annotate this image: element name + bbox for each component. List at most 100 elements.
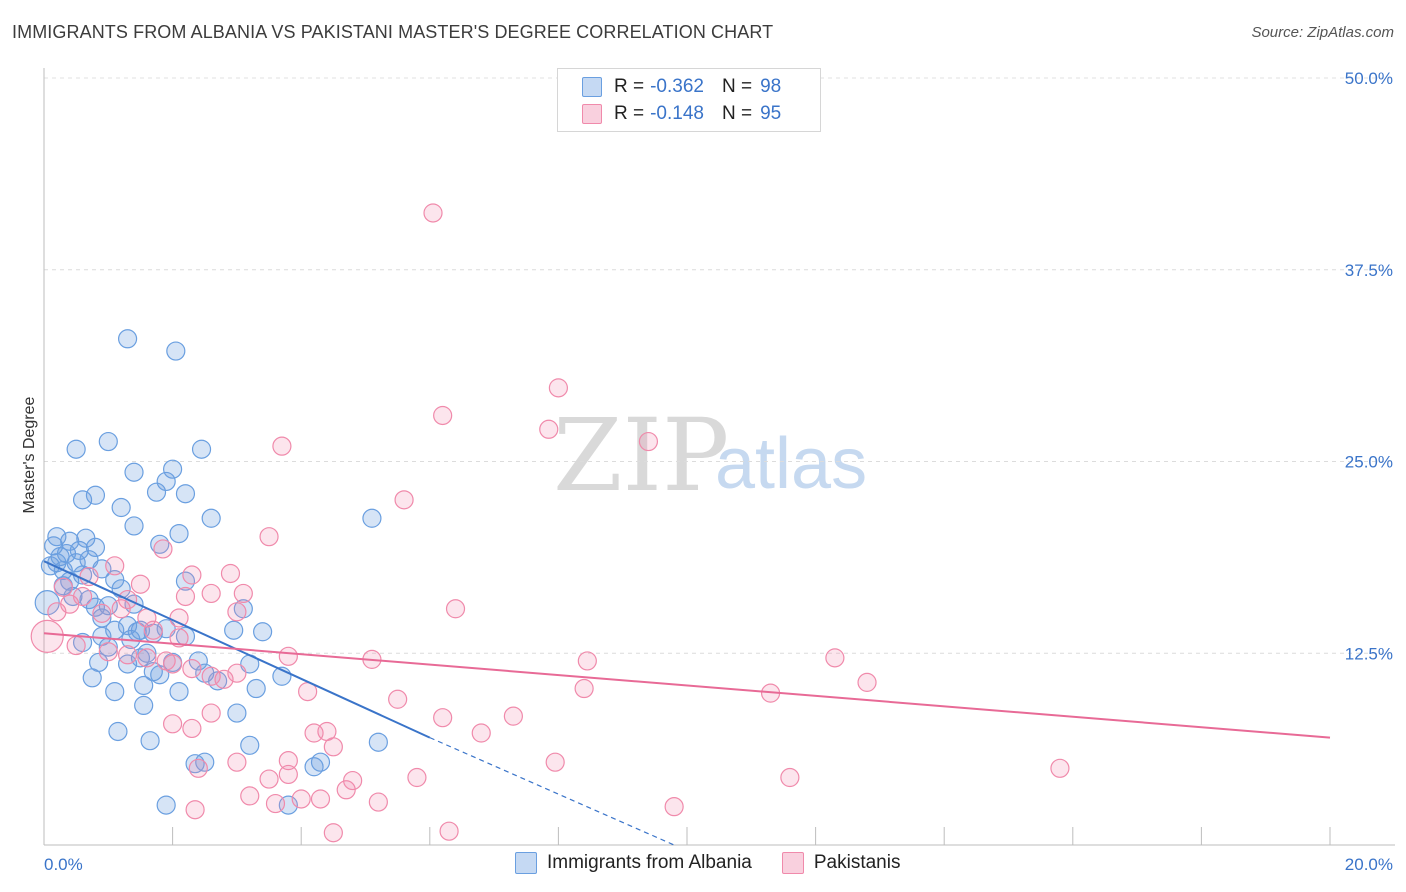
pakistani-point [53,577,73,597]
pakistani-point [220,563,241,584]
legend-n-value: 98 [760,76,782,97]
pakistani-point [825,648,845,668]
pakistani-point [407,767,427,788]
legend-item-albania[interactable]: Immigrants from Albania [515,852,752,874]
legend-r-label: R = [614,103,645,124]
pakistani-point [98,642,118,662]
pakistani-point [310,789,331,809]
pakistani-point [137,648,157,668]
pakistani-point [323,823,343,843]
albania-point [47,527,67,547]
y-axis-label: Master's Degree [21,396,38,513]
pakistani-point [233,583,253,604]
albania-point [117,329,138,349]
axes [43,68,1395,846]
pakistani-point [471,723,491,743]
pakistani-point [278,764,298,785]
albania-point [66,439,86,459]
legend-label-albania: Immigrants from Albania [547,852,752,873]
legend-n-label: N = [721,103,753,124]
albania-point [134,675,154,696]
trend-lines [43,560,1331,846]
pakistani-point [278,751,298,771]
pakistani-point [439,821,459,841]
pakistani-point [394,490,414,510]
legend-r-label: R = [614,76,645,97]
pakistani-point [169,608,189,628]
pakistani-point [182,718,202,739]
albania-point [72,490,93,510]
pakistani-point [265,793,286,814]
albania-point [137,643,157,663]
watermark-zip: ZIP [553,397,729,514]
tick-labels: 12.5% 25.0% 37.5% 50.0% 0.0% 20.0% [44,69,1393,874]
pakistani-point [272,436,292,456]
pakistani-point [182,565,202,585]
pakistani-point [214,669,234,689]
stats-legend: R = -0.362 N = 98 R = -0.148 N = 95 [557,68,821,132]
albania-point [163,459,183,479]
pakistani-point [278,646,298,666]
albania-point [82,668,102,688]
series-legend: Immigrants from Albania Pakistanis [515,852,930,874]
albania-point [85,485,106,505]
albania-point [98,431,118,452]
pakistani-point [548,378,569,398]
pakistani-point [343,770,363,791]
legend-row-pakistani: R = -0.148 N = 95 [582,102,781,126]
pakistani-point [153,539,173,559]
series-albania-points [34,329,388,815]
pakistani-point [780,767,800,788]
pakistani-point [163,714,183,734]
albania-point [124,516,144,536]
y-tick-label: 50.0% [1345,69,1393,88]
albania-point [111,497,131,518]
albania-point [156,795,176,815]
albania-point [134,695,154,716]
pakistani-point [445,599,466,619]
pakistani-point [175,586,196,607]
albania-point [240,735,260,755]
albania-point [362,508,382,528]
pakistani-point [30,619,64,653]
pakistani-point [577,651,597,671]
pakistani-point [304,723,324,743]
pakistani-point [433,405,453,426]
pakistani-point [156,651,176,671]
pakistani-point [503,706,523,726]
series-pakistani-points [30,203,1070,843]
pakistani-point [574,678,594,699]
x-tick-label-min: 0.0% [44,855,83,874]
albania-point [224,620,244,640]
legend-n-value: 95 [760,103,782,124]
albania-point [140,731,160,751]
pakistani-point [105,556,125,576]
albania-point [156,471,176,492]
legend-swatch-pakistani [582,104,602,124]
albania-point [227,703,247,723]
legend-label-pakistani: Pakistanis [813,852,901,873]
pakistani-point [185,800,205,820]
albania-point [169,523,189,544]
pakistani-point [323,737,343,757]
pakistani-point [539,419,559,439]
pakistani-point [201,703,221,723]
pakistani-point [423,203,443,223]
pakistani-point [291,789,311,809]
albania-point [108,721,128,742]
legend-item-pakistani[interactable]: Pakistanis [781,852,901,874]
watermark-atlas: atlas [715,424,867,504]
albania-point [85,537,106,558]
legend-row-albania: R = -0.362 N = 98 [582,75,781,99]
pakistani-point [227,752,247,772]
albania-point [146,482,167,502]
legend-r-value: -0.362 [650,76,704,97]
legend-n-label: N = [721,76,753,97]
pakistani-point [388,689,408,709]
gridlines [44,77,1395,654]
pakistani-point [169,628,189,648]
albania-point [166,341,186,361]
albania-point [368,732,388,752]
pakistani-point [638,431,659,452]
pakistani-point [188,758,208,778]
